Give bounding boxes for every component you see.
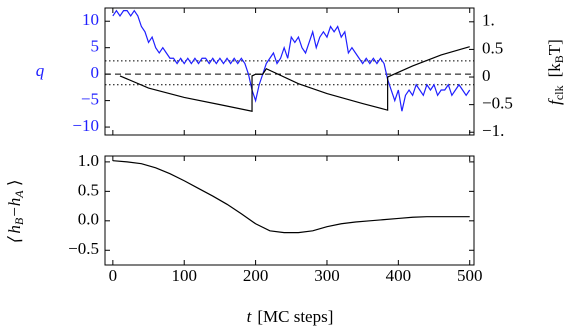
label-part: clk [552, 85, 566, 100]
x-tick-label: 200 [243, 266, 269, 285]
bottom-frame [104, 155, 475, 266]
label-part: ⟨ h [5, 225, 24, 244]
x-tick-label: 100 [171, 266, 197, 285]
label-part: −h [5, 198, 24, 218]
y-tick-label: −0.5 [68, 239, 99, 258]
y-tick-label: 1.0 [78, 151, 99, 170]
y2-tick-label: −0.5 [482, 94, 513, 113]
y-tick-label: 10 [82, 10, 99, 29]
y2-tick-label: −1. [482, 121, 504, 140]
label-part: f [545, 98, 564, 105]
series-line [112, 9, 471, 112]
series-line [119, 46, 470, 112]
y-tick-label: −5 [81, 90, 99, 109]
y-tick-label: 0.0 [78, 210, 99, 229]
x-tick-label: 400 [386, 266, 412, 285]
y-tick-label: 5 [91, 37, 100, 56]
y-tick-label: 0 [91, 63, 100, 82]
y2-axis-label: fclk [kBT] [545, 39, 566, 105]
label-part: A [12, 190, 26, 199]
label-part: B [552, 55, 566, 63]
y2-tick-label: 0.5 [482, 38, 503, 57]
x-tick-label: 0 [109, 266, 118, 285]
label-part: T] [545, 39, 564, 55]
x-axis-label: t [MC steps] [247, 307, 334, 326]
y2-tick-label: 1. [482, 11, 495, 30]
label-part: ⟩ [5, 180, 24, 191]
y-tick-label: −10 [72, 116, 99, 135]
x-tick-label: 500 [457, 266, 483, 285]
label-part: [MC steps] [257, 307, 333, 326]
label-part: [k [545, 63, 564, 78]
y-tick-label: 0.5 [78, 180, 99, 199]
label-part: B [12, 217, 26, 225]
series-line [112, 160, 470, 234]
top-frame [104, 7, 475, 136]
label-part: t [247, 307, 253, 326]
y-axis-label: q [36, 61, 45, 80]
x-tick-label: 300 [314, 266, 340, 285]
y2-tick-label: 0 [482, 66, 491, 85]
bottom-y-axis-label: ⟨ hB−hA ⟩ [5, 180, 26, 245]
